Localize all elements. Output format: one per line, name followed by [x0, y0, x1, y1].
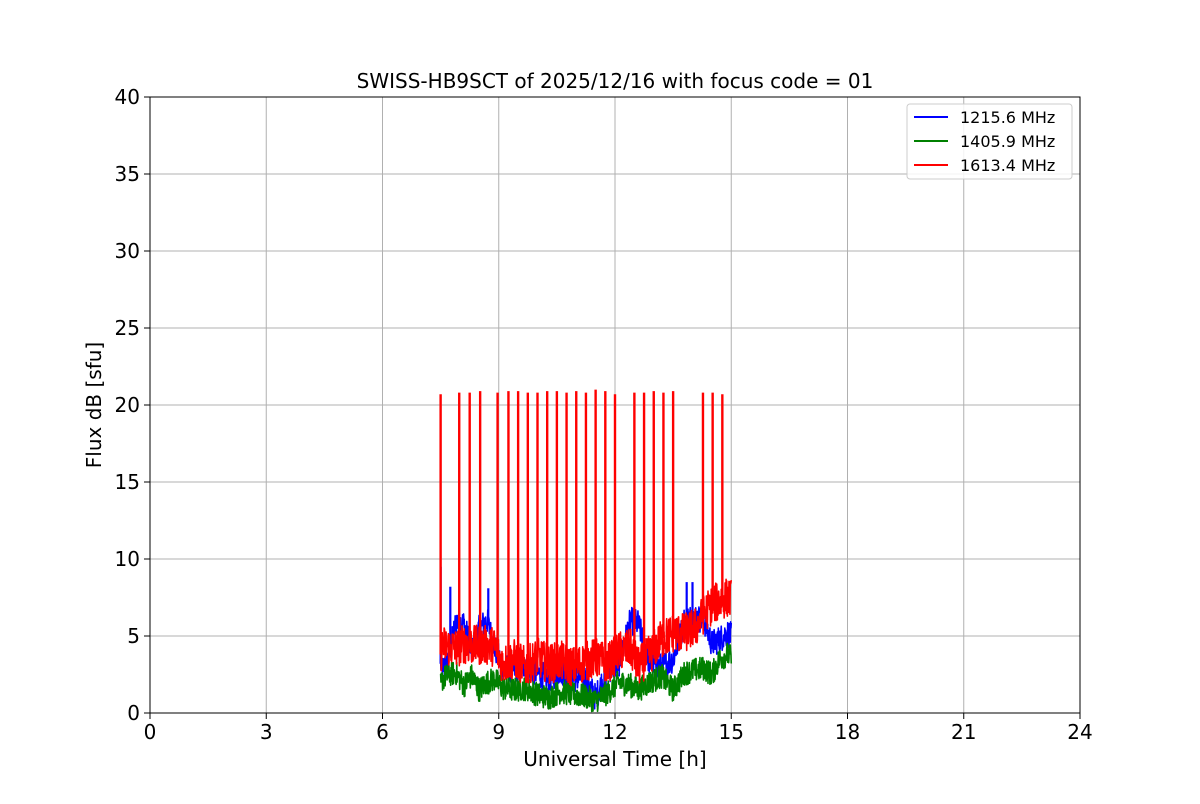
ticks: 0 3 6 9 12 15 18 21 24 0 5 10 15 20 25 30 35 40 — [115, 85, 1093, 744]
y-axis-label: Flux dB [sfu] — [82, 342, 106, 468]
x-axis-label: Universal Time [h] — [523, 747, 706, 771]
legend-label: 1405.9 MHz — [960, 132, 1055, 151]
y-tick-label: 10 — [115, 547, 140, 571]
y-tick-label: 15 — [115, 470, 140, 494]
y-tick-label: 35 — [115, 162, 140, 186]
x-tick-label: 6 — [376, 720, 389, 744]
legend-label: 1215.6 MHz — [960, 108, 1055, 127]
y-tick-label: 40 — [115, 85, 140, 109]
legend-box — [906, 103, 1073, 180]
y-tick-label: 0 — [127, 701, 140, 725]
y-tick-label: 20 — [115, 393, 140, 417]
x-tick-label: 24 — [1067, 720, 1092, 744]
y-tick-label: 30 — [115, 239, 140, 263]
y-tick-label: 25 — [115, 316, 140, 340]
y-tick-label: 5 — [127, 624, 140, 648]
x-tick-label: 21 — [951, 720, 976, 744]
x-tick-label: 15 — [719, 720, 744, 744]
x-tick-label: 18 — [835, 720, 860, 744]
chart-title: SWISS-HB9SCT of 2025/12/16 with focus co… — [357, 69, 874, 93]
series-line — [439, 642, 733, 713]
x-tick-label: 3 — [260, 720, 273, 744]
legend: 1215.6 MHz 1405.9 MHz 1613.4 MHz — [906, 103, 1073, 180]
x-tick-label: 0 — [144, 720, 157, 744]
x-tick-label: 12 — [602, 720, 627, 744]
legend-label: 1613.4 MHz — [960, 156, 1055, 175]
plot-area — [439, 389, 733, 713]
x-tick-label: 9 — [492, 720, 505, 744]
